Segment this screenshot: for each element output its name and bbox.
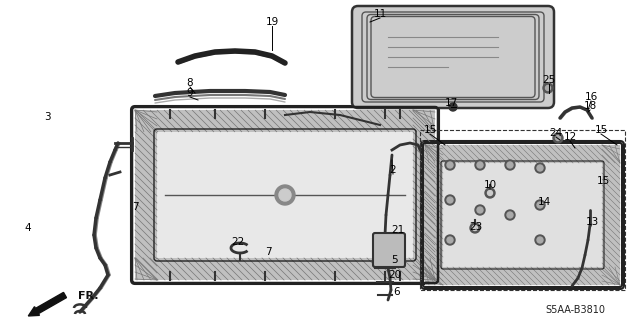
Circle shape [507, 162, 513, 168]
Text: FR.: FR. [78, 291, 99, 301]
Bar [135, 258, 435, 280]
Circle shape [556, 136, 561, 140]
Bar [425, 267, 620, 285]
Text: 19: 19 [266, 17, 278, 27]
Circle shape [543, 83, 553, 93]
Text: 7: 7 [132, 202, 138, 212]
Text: 10: 10 [483, 180, 497, 190]
Text: S5AA-B3810: S5AA-B3810 [545, 305, 605, 315]
Circle shape [488, 190, 493, 196]
Bar [157, 132, 413, 258]
Bar [602, 145, 620, 285]
Circle shape [537, 237, 543, 243]
Circle shape [447, 237, 453, 243]
Circle shape [275, 185, 295, 205]
Text: 2: 2 [390, 165, 396, 175]
Circle shape [470, 223, 480, 233]
Text: 11: 11 [373, 9, 387, 19]
Circle shape [505, 210, 515, 220]
Circle shape [279, 189, 291, 201]
Text: 15: 15 [424, 125, 436, 135]
Text: 18: 18 [584, 101, 596, 111]
FancyArrow shape [28, 293, 67, 316]
Text: 16: 16 [584, 92, 598, 102]
Circle shape [475, 160, 485, 170]
Bar [443, 163, 602, 267]
Text: 23: 23 [469, 222, 483, 232]
Text: 20: 20 [388, 270, 401, 280]
Text: 8: 8 [187, 78, 193, 88]
Circle shape [445, 195, 455, 205]
Text: 4: 4 [25, 223, 31, 233]
Circle shape [472, 226, 477, 231]
Text: 9: 9 [187, 88, 193, 98]
Text: 15: 15 [596, 176, 610, 186]
Circle shape [445, 235, 455, 245]
FancyBboxPatch shape [352, 6, 554, 108]
Circle shape [535, 200, 545, 210]
Text: 3: 3 [44, 112, 51, 122]
Circle shape [477, 207, 483, 213]
Text: 7: 7 [265, 247, 271, 257]
Circle shape [545, 85, 550, 91]
Bar [425, 145, 443, 285]
Bar [135, 110, 157, 280]
FancyBboxPatch shape [373, 233, 405, 267]
Circle shape [535, 163, 545, 173]
Text: 24: 24 [549, 128, 563, 138]
Circle shape [537, 202, 543, 208]
Bar [420, 130, 625, 290]
Bar [425, 145, 620, 163]
Circle shape [449, 103, 457, 111]
Circle shape [505, 160, 515, 170]
Circle shape [477, 162, 483, 168]
Text: 25: 25 [542, 75, 556, 85]
Circle shape [535, 235, 545, 245]
Text: 5: 5 [392, 255, 398, 265]
Circle shape [447, 162, 453, 168]
Circle shape [447, 197, 453, 203]
Text: 13: 13 [586, 217, 598, 227]
Circle shape [537, 165, 543, 171]
Text: 14: 14 [538, 197, 550, 207]
Circle shape [445, 160, 455, 170]
Bar [413, 110, 435, 280]
Text: 15: 15 [595, 125, 607, 135]
Text: 21: 21 [392, 225, 404, 235]
Text: 22: 22 [232, 237, 244, 247]
Text: 17: 17 [444, 98, 458, 108]
Circle shape [553, 133, 563, 143]
Bar [135, 110, 435, 132]
Circle shape [485, 188, 495, 198]
Circle shape [475, 205, 485, 215]
Circle shape [507, 212, 513, 218]
Text: 12: 12 [563, 132, 577, 142]
Text: 6: 6 [394, 287, 400, 297]
